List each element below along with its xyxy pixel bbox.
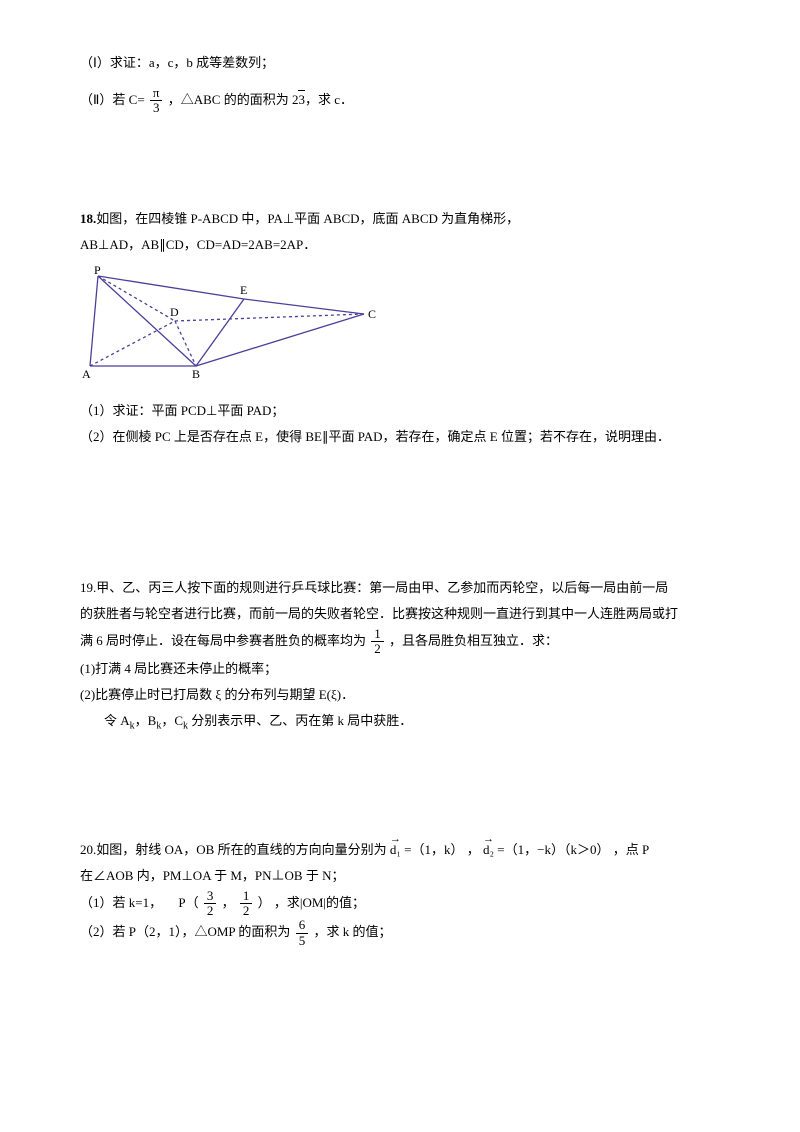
frac-6-over-5: 6 5 [296, 918, 309, 948]
frac-den: 2 [371, 642, 384, 656]
p18-intro2: AB⊥AD，AB∥CD，CD=AD=2AB=2AP． [80, 232, 720, 258]
frac-1-over-2: 1 2 [371, 627, 384, 657]
p20-q1: （1）若 k=1， P（ 3 2 ， 1 2 ） ，求|OM|的值； [80, 889, 720, 919]
p19-l3b: ，且各局胜负相互独立．求： [389, 632, 558, 647]
label-B: B [192, 367, 200, 381]
p18-intro1: 18.18.如图，在四棱锥 P‑ABCD 中，PA⊥平面 ABCD，底面 ABC… [80, 206, 720, 232]
p20-l1a: 20.如图，射线 OA，OB 所在的直线的方向向量分别为 [80, 842, 387, 857]
p19-q1: (1)打满 4 局比赛还未停止的概率； [80, 656, 720, 682]
p19-l3a: 满 6 局时停止．设在每局中参赛者胜负的概率均为 [80, 632, 366, 647]
p19-l1: 19.甲、乙、丙三人按下面的规则进行乒乓球比赛：第一局由甲、乙参加而丙轮空，以后… [80, 575, 720, 601]
p18-diagram: P A B D E C [80, 266, 720, 390]
p17-part2-c: ，求 c． [305, 92, 353, 107]
frac-den: 2 [204, 904, 217, 918]
p19-note-mid1: ，B [135, 713, 157, 728]
p20-l1b: =（1，k） [404, 842, 463, 857]
label-P: P [94, 266, 101, 277]
p20-l2: 在∠AOB 内，PM⊥OA 于 M，PN⊥OB 于 N； [80, 863, 720, 889]
p19-note-end: 分别表示甲、乙、丙在第 k 局中获胜． [188, 713, 412, 728]
p19-l3: 满 6 局时停止．设在每局中参赛者胜负的概率均为 1 2 ，且各局胜负相互独立．… [80, 627, 720, 657]
frac-den: 2 [240, 904, 253, 918]
frac-1-over-2b: 1 2 [240, 889, 253, 919]
frac-num: π [150, 86, 163, 101]
comma: ， [467, 842, 480, 857]
p18-q2: （2）在侧棱 PC 上是否存在点 E，使得 BE∥平面 PAD，若存在，确定点 … [80, 424, 720, 450]
label-E: E [240, 283, 247, 297]
p20-q1-P: P（ [178, 895, 198, 910]
p17-part2: （Ⅱ）若 C= π 3 ，△ABC 的的面积为 2 3 ，求 c． [80, 86, 720, 116]
vec-d1: →d₁ [390, 837, 401, 863]
frac-3-over-2: 3 2 [204, 889, 217, 919]
p19-note: 令 Ak，Bk，Ck 分别表示甲、乙、丙在第 k 局中获胜． [80, 708, 720, 737]
vec-d2: →d₂ [483, 837, 494, 863]
p17-part2-b: ，△ABC 的的面积为 2 [168, 92, 299, 107]
frac-num: 1 [240, 889, 253, 904]
p20-q1-comma: ， [222, 895, 235, 910]
p20-q2b: ，求 k 的值； [313, 924, 391, 939]
p19-note-pre: 令 A [104, 713, 130, 728]
frac-num: 3 [204, 889, 217, 904]
p20-q1b: ，求|OM|的值； [274, 895, 365, 910]
label-C: C [368, 307, 376, 321]
p20-q2a: （2）若 P（2，1），△OMP 的面积为 [80, 924, 290, 939]
p17-part2-a: （Ⅱ）若 C= [80, 92, 145, 107]
frac-num: 1 [371, 627, 384, 642]
p17-part1: （Ⅰ）求证：a，c，b 成等差数列； [80, 50, 720, 76]
p20-q2: （2）若 P（2，1），△OMP 的面积为 6 5 ，求 k 的值； [80, 918, 720, 948]
p19-l2: 的获胜者与轮空者进行比赛，而前一局的失败者轮空．比赛按这种规则一直进行到其中一人… [80, 601, 720, 627]
p18-q1: （1）求证：平面 PCD⊥平面 PAD； [80, 398, 720, 424]
frac-num: 6 [296, 918, 309, 933]
p20-q1-close: ） [258, 895, 271, 910]
p20-l1d: ，点 P [613, 842, 649, 857]
p19-note-mid2: ，C [161, 713, 183, 728]
p19-q2: (2)比赛停止时已打局数 ξ 的分布列与期望 E(ξ)． [80, 682, 720, 708]
frac-den: 3 [150, 101, 163, 115]
label-D: D [170, 305, 179, 319]
frac-pi-over-3: π 3 [150, 86, 163, 116]
frac-den: 5 [296, 934, 309, 948]
p20-q1a: （1）若 k=1， [80, 895, 162, 910]
p20-l1: 20.如图，射线 OA，OB 所在的直线的方向向量分别为 →d₁ =（1，k） … [80, 837, 720, 863]
p20-l1c: =（1，−k）（k＞0） [497, 842, 609, 857]
label-A: A [82, 367, 91, 381]
